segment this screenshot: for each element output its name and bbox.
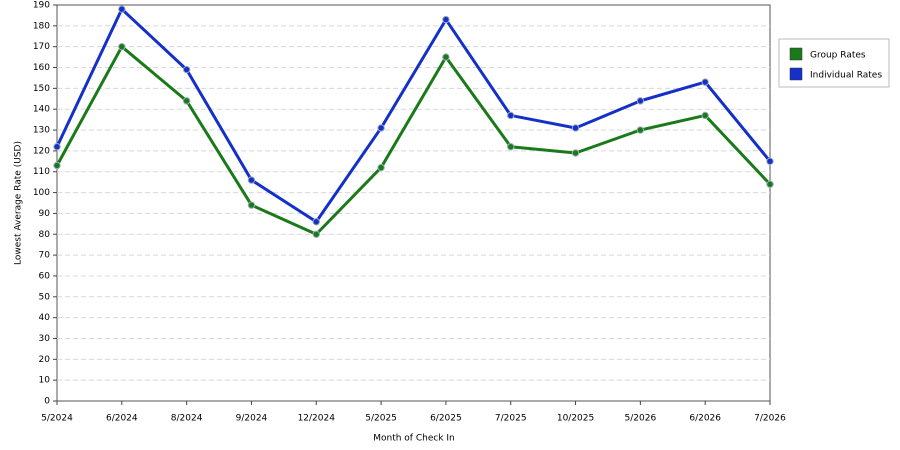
x-tick-label: 10/2025	[557, 414, 594, 424]
y-tick-label: 50	[39, 292, 51, 302]
y-tick-label: 10	[39, 376, 51, 386]
data-point	[507, 143, 515, 151]
y-tick-label: 30	[39, 334, 51, 344]
legend-swatch	[789, 67, 803, 81]
y-tick-label: 40	[39, 313, 51, 323]
y-tick-label: 190	[33, 1, 50, 11]
x-tick-label: 5/2026	[625, 414, 657, 424]
data-point	[571, 124, 580, 132]
data-point	[377, 163, 385, 172]
y-tick-label: 60	[39, 271, 51, 281]
x-tick-label: 9/2024	[236, 414, 268, 424]
y-tick-label: 120	[33, 146, 50, 156]
data-point	[312, 230, 320, 238]
data-point	[118, 42, 126, 51]
y-tick-label: 160	[33, 63, 50, 73]
x-axis-label: Month of Check In	[373, 434, 455, 444]
y-tick-label: 70	[39, 251, 51, 261]
x-tick-label: 7/2025	[495, 414, 527, 424]
data-point	[53, 161, 61, 170]
y-tick-label: 80	[39, 230, 51, 240]
data-point	[571, 149, 580, 157]
y-tick-label: 90	[39, 209, 51, 219]
y-tick-label: 150	[33, 84, 50, 94]
y-tick-label: 140	[33, 105, 50, 115]
data-point	[377, 124, 385, 132]
data-point	[312, 218, 320, 226]
data-point	[442, 15, 450, 24]
data-point	[182, 97, 191, 105]
y-tick-label: 130	[33, 126, 50, 136]
data-point	[247, 201, 256, 209]
x-tick-label: 7/2026	[754, 414, 786, 424]
y-tick-label: 110	[33, 167, 50, 177]
data-point	[182, 65, 191, 74]
y-tick-label: 170	[33, 42, 50, 52]
legend-label: Group Rates	[810, 51, 866, 61]
data-point	[442, 53, 450, 61]
y-tick-label: 180	[33, 21, 50, 31]
y-tick-label: 0	[44, 397, 50, 407]
plot-area	[56, 4, 771, 402]
data-point	[507, 111, 515, 120]
data-point	[701, 111, 709, 120]
x-tick-label: 5/2025	[365, 414, 397, 424]
series-line	[55, 7, 772, 224]
legend-swatch	[789, 47, 803, 61]
x-tick-label: 8/2024	[171, 414, 203, 424]
x-tick-label: 5/2024	[41, 414, 73, 424]
data-point	[118, 5, 126, 13]
data-point	[701, 78, 709, 86]
data-point	[53, 143, 61, 151]
x-tick-label: 6/2025	[430, 414, 462, 424]
data-point	[247, 176, 256, 184]
series-line	[55, 45, 772, 236]
x-tick-label: 12/2024	[298, 414, 336, 424]
x-tick-label: 6/2026	[689, 414, 721, 424]
y-tick-label: 20	[39, 355, 51, 365]
legend-label: Individual Rates	[810, 71, 882, 81]
y-axis-label: Lowest Average Rate (USD)	[14, 141, 24, 265]
data-point	[766, 157, 774, 166]
x-tick-label: 6/2024	[106, 414, 138, 424]
y-tick-label: 100	[33, 188, 50, 198]
data-point	[766, 180, 774, 188]
data-point	[636, 126, 645, 134]
data-point	[636, 97, 645, 105]
